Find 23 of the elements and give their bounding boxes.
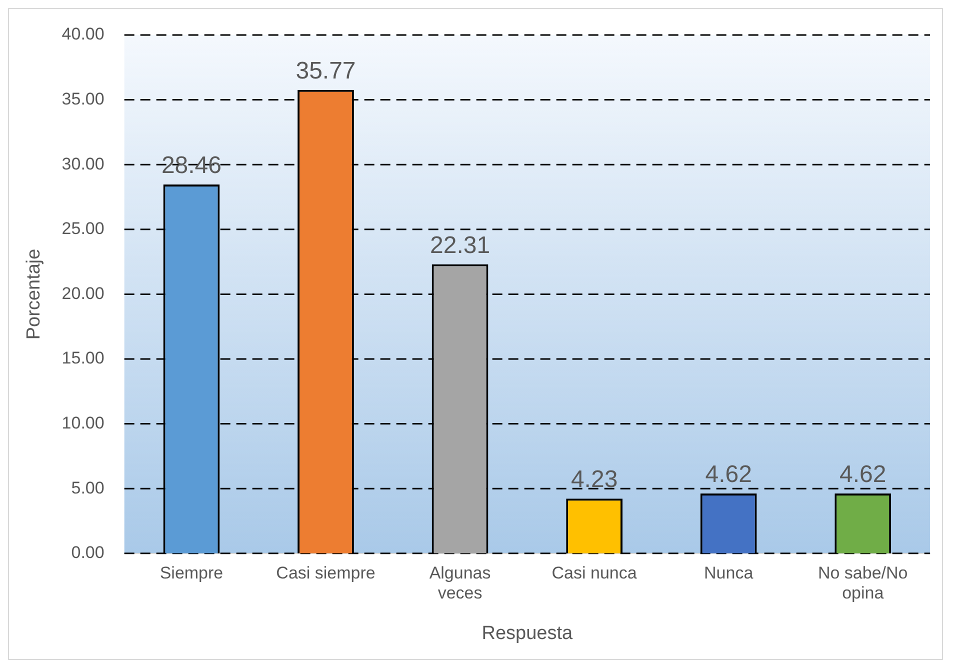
x-tick-label: Nunca bbox=[704, 563, 754, 582]
data-label: 22.31 bbox=[430, 232, 490, 259]
y-tick-label: 10.00 bbox=[62, 413, 104, 432]
y-tick-label: 5.00 bbox=[71, 478, 104, 498]
x-tick-label: Casi siempre bbox=[276, 563, 376, 582]
data-label: 28.46 bbox=[161, 152, 222, 180]
x-tick-label: Casi nunca bbox=[552, 563, 638, 582]
y-tick-label: 25.00 bbox=[62, 219, 104, 238]
x-tick-label: No sabe/No opina bbox=[818, 563, 908, 603]
y-tick-label: 20.00 bbox=[62, 284, 104, 303]
y-tick-label: 15.00 bbox=[62, 348, 104, 368]
data-label: 4.62 bbox=[840, 461, 886, 488]
y-tick-label: 0.00 bbox=[71, 543, 104, 562]
x-tick-label: Algunas veces bbox=[429, 563, 491, 603]
data-label: 4.23 bbox=[570, 466, 618, 494]
x-tick-label: Siempre bbox=[160, 563, 224, 582]
y-axis-title: Porcentaje bbox=[24, 248, 45, 340]
y-tick-label: 35.00 bbox=[62, 89, 104, 108]
y-tick-label: 30.00 bbox=[62, 154, 104, 174]
x-axis-title: Respuesta bbox=[482, 622, 574, 644]
y-tick-label: 40.00 bbox=[62, 24, 104, 44]
data-label: 4.62 bbox=[705, 461, 752, 488]
data-label: 35.77 bbox=[296, 57, 356, 84]
